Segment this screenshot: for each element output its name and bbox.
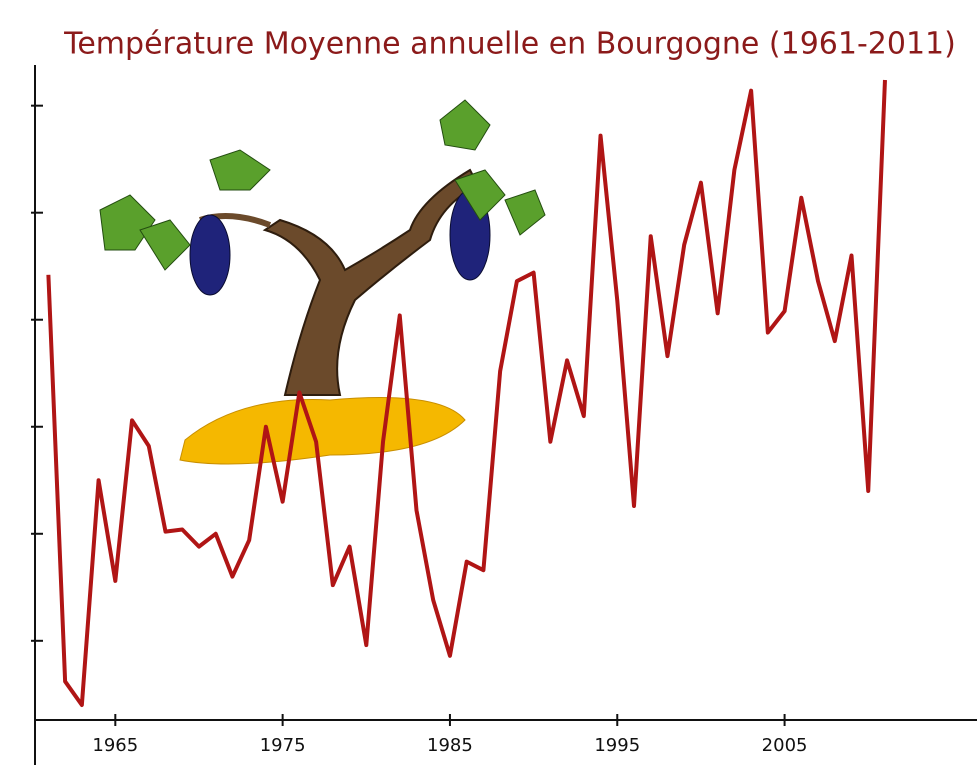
x-tick-label: 1965 <box>92 735 138 756</box>
chart: Température Moyenne annuelle en Bourgogn… <box>0 0 977 765</box>
x-tick-label: 1995 <box>594 735 640 756</box>
chart-title: Température Moyenne annuelle en Bourgogn… <box>63 27 956 62</box>
x-tick-label: 1975 <box>260 735 306 756</box>
x-tick-label: 1985 <box>427 735 473 756</box>
vine-illustration <box>100 100 545 464</box>
x-tick-label: 2005 <box>762 735 808 756</box>
